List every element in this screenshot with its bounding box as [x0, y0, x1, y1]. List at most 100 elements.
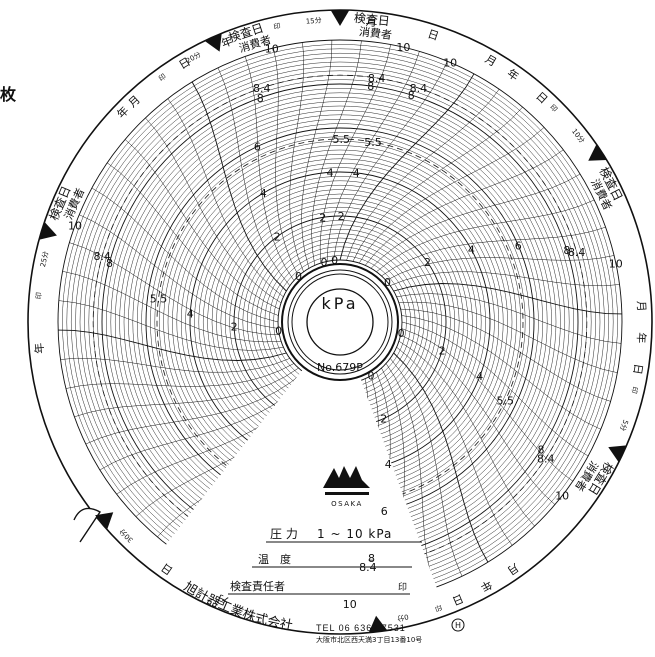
year-label: 年 — [219, 33, 234, 50]
scale-label: 2 — [319, 211, 326, 224]
time-arc — [217, 67, 290, 286]
time-arc — [398, 340, 535, 527]
scale-label: 10 — [68, 220, 82, 233]
scale-label: 8 — [368, 552, 375, 565]
seal-label: 印 — [548, 103, 559, 114]
time-arc — [244, 56, 295, 281]
scale-label: 4 — [327, 166, 334, 179]
time-arc — [385, 363, 436, 588]
scale-label: 8.4 — [368, 72, 386, 85]
time-arc — [167, 98, 284, 297]
scale-label: 8.4 — [568, 246, 586, 259]
scale-label: 5.5 — [497, 395, 515, 408]
time-arc — [319, 44, 391, 264]
time-arc — [333, 61, 448, 261]
scale-label: 0 — [384, 276, 391, 289]
scale-label: 8.4 — [410, 82, 428, 95]
time-arc — [79, 214, 279, 329]
scale-label: 5.5 — [333, 133, 351, 146]
hub-ring-2 — [291, 273, 389, 371]
scale-label: 8 — [367, 80, 374, 93]
year-label: 年 — [634, 332, 649, 344]
time-arc — [352, 106, 523, 262]
scale-label: 10 — [443, 56, 457, 69]
time-arc — [326, 51, 420, 262]
scale-label: 5.5 — [364, 136, 382, 149]
scale-label: 8 — [106, 257, 113, 270]
scale-label: 10 — [265, 42, 279, 55]
scale-label: 0 — [398, 327, 405, 340]
inspector-label: 検査責任者 — [230, 579, 285, 593]
scale-label: 2 — [231, 320, 238, 333]
wedge-fill — [165, 369, 437, 605]
time-arc — [390, 271, 620, 287]
time-arc — [358, 127, 545, 264]
scale-label: 10 — [609, 257, 623, 270]
logo-text: OSAKA — [331, 500, 363, 508]
time-arc — [385, 255, 615, 281]
seal-label: 印 — [35, 292, 44, 300]
scale-label: 6 — [381, 505, 388, 518]
day-label: 日 — [450, 591, 465, 607]
time-arc — [74, 367, 299, 418]
scale-label: 6 — [254, 141, 261, 154]
pressure-range: 1 ~ 10 kPa — [317, 527, 392, 541]
seal-label: 印 — [157, 72, 167, 83]
time-marker — [588, 144, 607, 161]
scale-label: 5.5 — [150, 292, 168, 305]
time-arc — [124, 139, 280, 310]
time-arc — [273, 47, 299, 277]
info-block: 圧 力 1 ~ 10 kPa 温 度 – 検査責任者 印 — [228, 527, 422, 595]
time-arc — [401, 328, 573, 482]
time-marker — [95, 512, 114, 530]
time-arc — [58, 300, 284, 351]
scale-label: 10 — [343, 598, 357, 611]
inspection-label: 検査日 — [353, 11, 390, 29]
time-marker — [39, 221, 57, 240]
time-arc — [393, 283, 622, 315]
time-arc — [396, 293, 622, 344]
time-arc — [107, 162, 279, 316]
time-arc — [145, 117, 282, 304]
time-arc — [393, 352, 489, 563]
scale-label: 8.4 — [253, 82, 271, 95]
time-marker — [608, 445, 627, 463]
time-arc — [396, 347, 513, 546]
scale-label: 0 — [295, 270, 302, 283]
time-marker — [204, 33, 222, 52]
month-label: 月 — [365, 15, 377, 29]
inspector-seal: 印 — [398, 581, 407, 593]
scale-label: 4 — [468, 244, 475, 257]
scale-label: 10 — [555, 490, 569, 503]
dashed-ring — [156, 138, 524, 506]
seal-label: 印 — [434, 603, 443, 613]
day-label: 日 — [630, 363, 645, 376]
seal-label: 印 — [630, 386, 639, 395]
scale-label: 0 — [331, 254, 338, 267]
time-arc — [376, 199, 595, 272]
time-arc — [365, 149, 564, 266]
scale-label: 4 — [353, 167, 360, 180]
time-label: 0分 — [396, 612, 409, 623]
scale-label: 2 — [274, 231, 281, 244]
temp-value: – — [368, 553, 374, 566]
time-label: 5分 — [618, 419, 630, 433]
osaka-logo: OSAKA — [323, 466, 370, 508]
time-label: 15分 — [305, 15, 322, 25]
time-arc — [381, 226, 606, 277]
time-arc — [390, 358, 463, 577]
time-arc — [400, 334, 556, 505]
company-address: 大阪市北区西天満3丁目13番10号 — [316, 635, 422, 644]
time-arc — [370, 173, 581, 269]
company-tel: TEL 06 6362 7531 — [316, 623, 406, 633]
time-marker — [368, 615, 388, 633]
seal-label: 印 — [273, 22, 282, 31]
month-label: 月 — [634, 300, 648, 312]
time-arc — [398, 301, 618, 373]
time-arc — [69, 242, 280, 336]
temp-label: 温 度 — [258, 552, 291, 566]
segment-headers: 15分 検査日消費者年月日印10分検査日消費者年月日印5分検査日消費者年月日印0分… — [32, 10, 649, 633]
